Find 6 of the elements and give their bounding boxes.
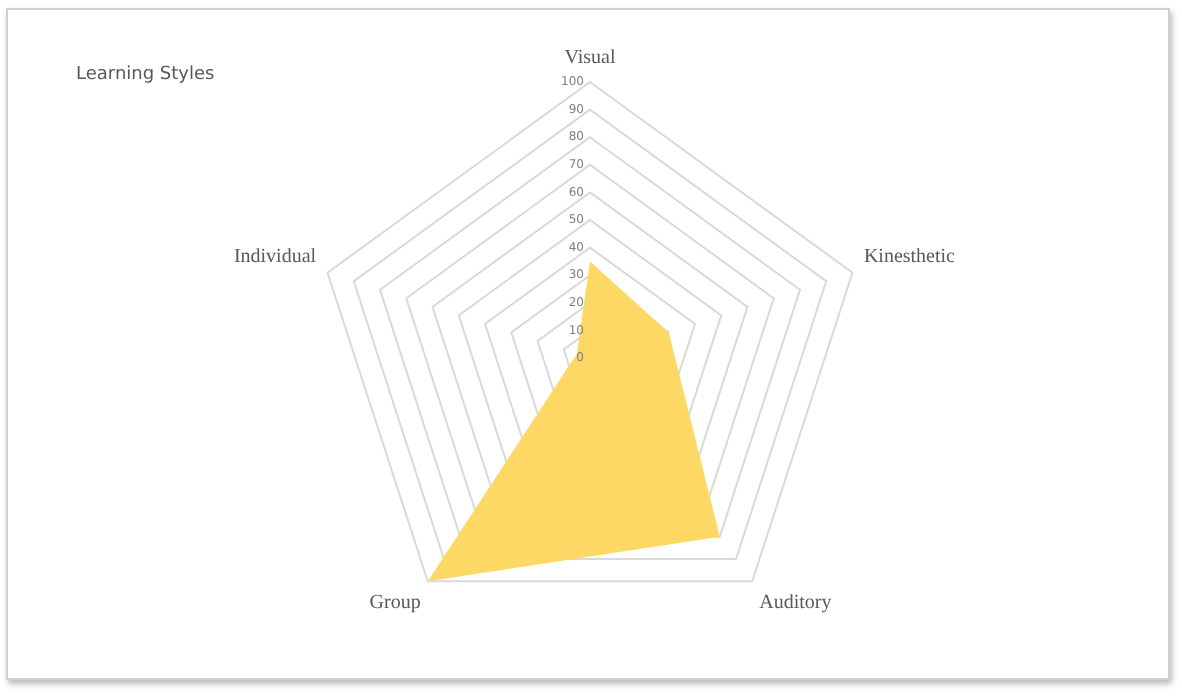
spoke-label: Group (369, 592, 421, 615)
spoke-label: Individual (233, 246, 317, 269)
text: Learning Styles (76, 64, 216, 85)
spoke-label: Auditory (759, 592, 832, 615)
spoke-label: Kinesthetic (863, 246, 957, 269)
spoke-label: Visual (564, 47, 616, 70)
